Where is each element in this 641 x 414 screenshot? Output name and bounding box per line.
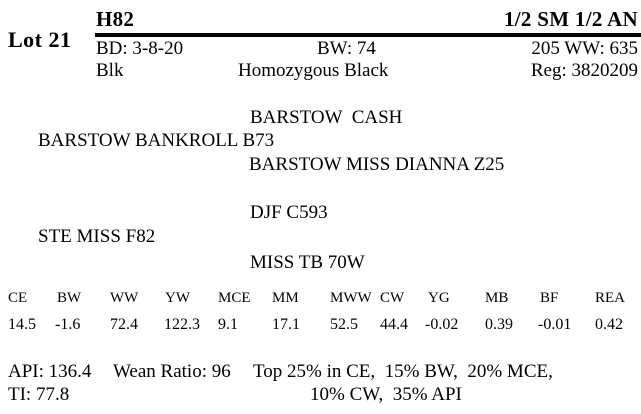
epd-value: 9.1 [218, 316, 238, 333]
sire-sire-name: BARSTOW CASH [250, 107, 403, 128]
epd-value: -1.6 [55, 316, 81, 333]
top-percentiles-line2: 10% CW, 35% API [310, 384, 462, 405]
epd-header: YW [165, 290, 190, 306]
epd-value: 0.39 [485, 316, 513, 333]
epd-value: 122.3 [164, 316, 200, 333]
epd-value: 72.4 [110, 316, 138, 333]
epd-value: -0.01 [538, 316, 572, 333]
animal-tag: H82 [96, 7, 135, 31]
dam-sire-name: DJF C593 [250, 202, 328, 223]
lot-number: Lot 21 [8, 27, 72, 52]
sire-name: BARSTOW BANKROLL B73 [38, 130, 275, 151]
birth-weight: BW: 74 [317, 38, 376, 59]
homozygous-black-status: Homozygous Black [238, 60, 389, 81]
header-rule [95, 33, 641, 37]
dam-name: STE MISS F82 [38, 226, 156, 247]
epd-header: REA [595, 290, 625, 306]
epd-value: 0.42 [595, 316, 623, 333]
wean-ratio: Wean Ratio: 96 [113, 361, 231, 382]
epd-header: MWW [330, 290, 372, 306]
epd-header: WW [110, 290, 139, 306]
top-percentiles-line1: Top 25% in CE, 15% BW, 20% MCE, [253, 361, 553, 382]
epd-header: MM [272, 290, 299, 306]
ti-index: TI: 77.8 [8, 384, 70, 405]
registration-number: Reg: 3820209 [530, 60, 638, 81]
api-index: API: 136.4 [8, 361, 92, 382]
epd-header: BF [540, 290, 559, 306]
epd-header: MCE [218, 290, 251, 306]
breed-composition: 1/2 SM 1/2 AN [504, 7, 638, 31]
dam-dam-name: MISS TB 70W [250, 252, 365, 273]
epd-value: 17.1 [272, 316, 300, 333]
epd-header: YG [428, 290, 450, 306]
epd-header: CE [8, 290, 28, 306]
epd-value: 52.5 [330, 316, 358, 333]
epd-value: 14.5 [8, 316, 36, 333]
coat-color: Blk [96, 60, 124, 81]
epd-header: MB [485, 290, 509, 306]
birth-date: BD: 3-8-20 [96, 38, 184, 59]
sire-dam-name: BARSTOW MISS DIANNA Z25 [249, 154, 505, 175]
adjusted-weaning-weight: 205 WW: 635 [531, 38, 638, 59]
epd-value: 44.4 [380, 316, 408, 333]
epd-header: CW [380, 290, 405, 306]
epd-header: BW [57, 290, 82, 306]
epd-value: -0.02 [425, 316, 459, 333]
